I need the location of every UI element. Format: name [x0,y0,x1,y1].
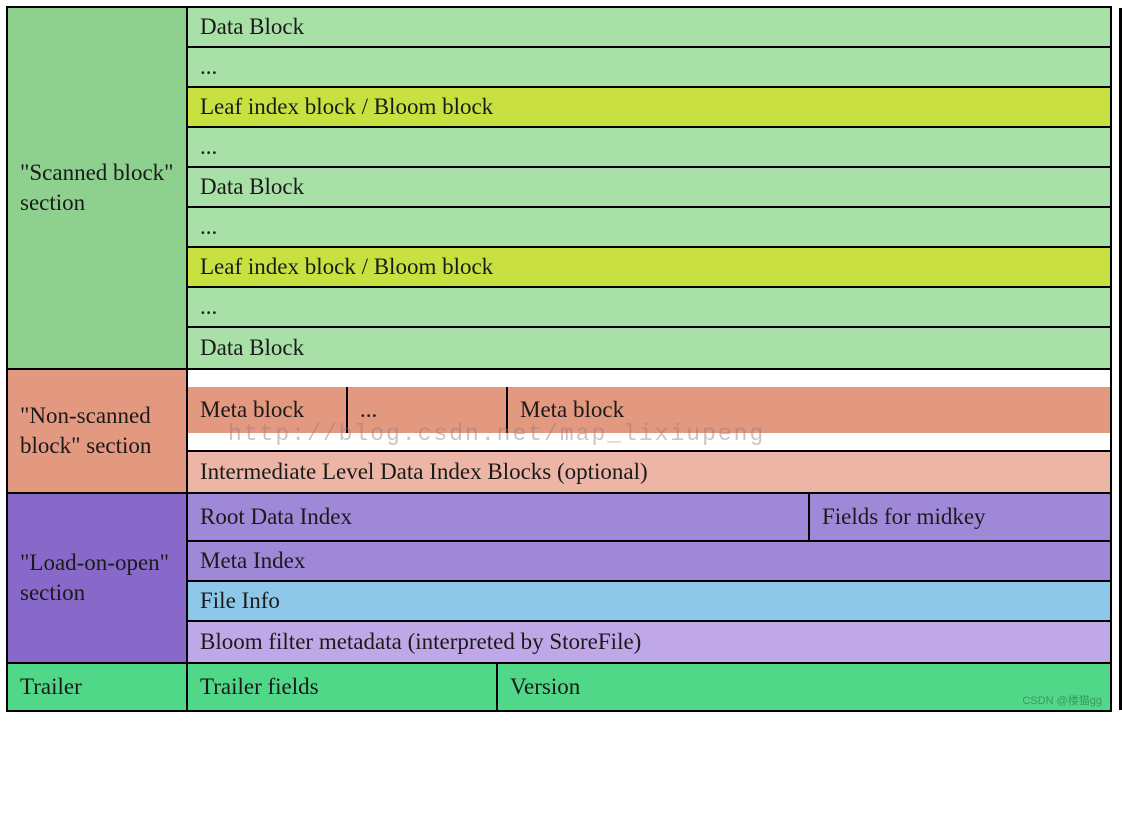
block-cell: Root Data Index [188,494,810,540]
block-cell: Trailer fields [188,664,498,710]
block-row: Leaf index block / Bloom block [188,248,1110,288]
block-cell-text: Data Block [200,14,304,40]
block-cell: Version [498,664,1110,710]
block-cell-text: Data Block [200,335,304,361]
block-row: Meta Index [188,542,1110,582]
block-cell-text: ... [200,134,217,160]
block-cell-text: ... [200,214,217,240]
block-row: ... [188,208,1110,248]
block-cell-text: Meta block [520,395,624,425]
block-cell-text: Data Block [200,174,304,200]
block-cell-text: ... [360,395,377,425]
section-label: Trailer [8,664,188,710]
block-row: File Info [188,582,1110,622]
block-cell-text: Leaf index block / Bloom block [200,94,493,120]
section-content: Meta block... Meta block Intermediate Leve… [188,370,1110,492]
section-label: "Scanned block" section [8,8,188,368]
block-cell: Meta block [508,387,1110,433]
block-cell: ... [348,387,508,433]
block-row: Intermediate Level Data Index Blocks (op… [188,452,1110,492]
section-3: Trailer Trailer fields Version [8,664,1110,710]
block-cell: Meta block [188,387,348,433]
block-cell-text: Bloom filter metadata (interpreted by St… [200,629,641,655]
block-row: Leaf index block / Bloom block [188,88,1110,128]
block-cell-text: File Info [200,588,280,614]
block-cell-text: Intermediate Level Data Index Blocks (op… [200,459,648,485]
block-row: ... [188,48,1110,88]
block-row: Meta block... Meta block [188,370,1110,452]
section-1: "Non-scanned block" sectionMeta block...… [8,370,1110,494]
block-cell: Fields for midkey [810,494,1110,540]
block-row: Trailer fields Version [188,664,1110,710]
section-2: "Load-on-open" section Root Data Index Fie… [8,494,1110,664]
block-row: Root Data Index Fields for midkey [188,494,1110,542]
block-row: Data Block [188,8,1110,48]
hfile-structure-diagram: http://blog.csdn.net/map_lixiupeng CSDN … [6,6,1112,712]
section-content: Trailer fields Version [188,664,1110,710]
section-label: "Non-scanned block" section [8,370,188,492]
section-content: Data Block... Leaf index block / Bloom bl… [188,8,1110,368]
block-cell-text: ... [200,294,217,320]
block-cell-text: Trailer fields [200,672,319,702]
block-row: Bloom filter metadata (interpreted by St… [188,622,1110,662]
block-cell-text: Leaf index block / Bloom block [200,254,493,280]
block-cell-text: Meta Index [200,548,305,574]
section-label: "Load-on-open" section [8,494,188,662]
block-row: ... [188,288,1110,328]
block-cell-text: Fields for midkey [822,502,986,532]
section-content: Root Data Index Fields for midkey Meta Ind… [188,494,1110,662]
block-cell-text: Root Data Index [200,502,352,532]
block-cell-text: Meta block [200,395,304,425]
block-cell-text: Version [510,672,580,702]
block-cell-text: ... [200,54,217,80]
credit-text: CSDN @楼猫gg [1022,692,1102,708]
block-row: Data Block [188,328,1110,368]
block-row: Data Block [188,168,1110,208]
block-row: ... [188,128,1110,168]
section-0: "Scanned block" section Data Block... Leaf… [8,8,1110,370]
